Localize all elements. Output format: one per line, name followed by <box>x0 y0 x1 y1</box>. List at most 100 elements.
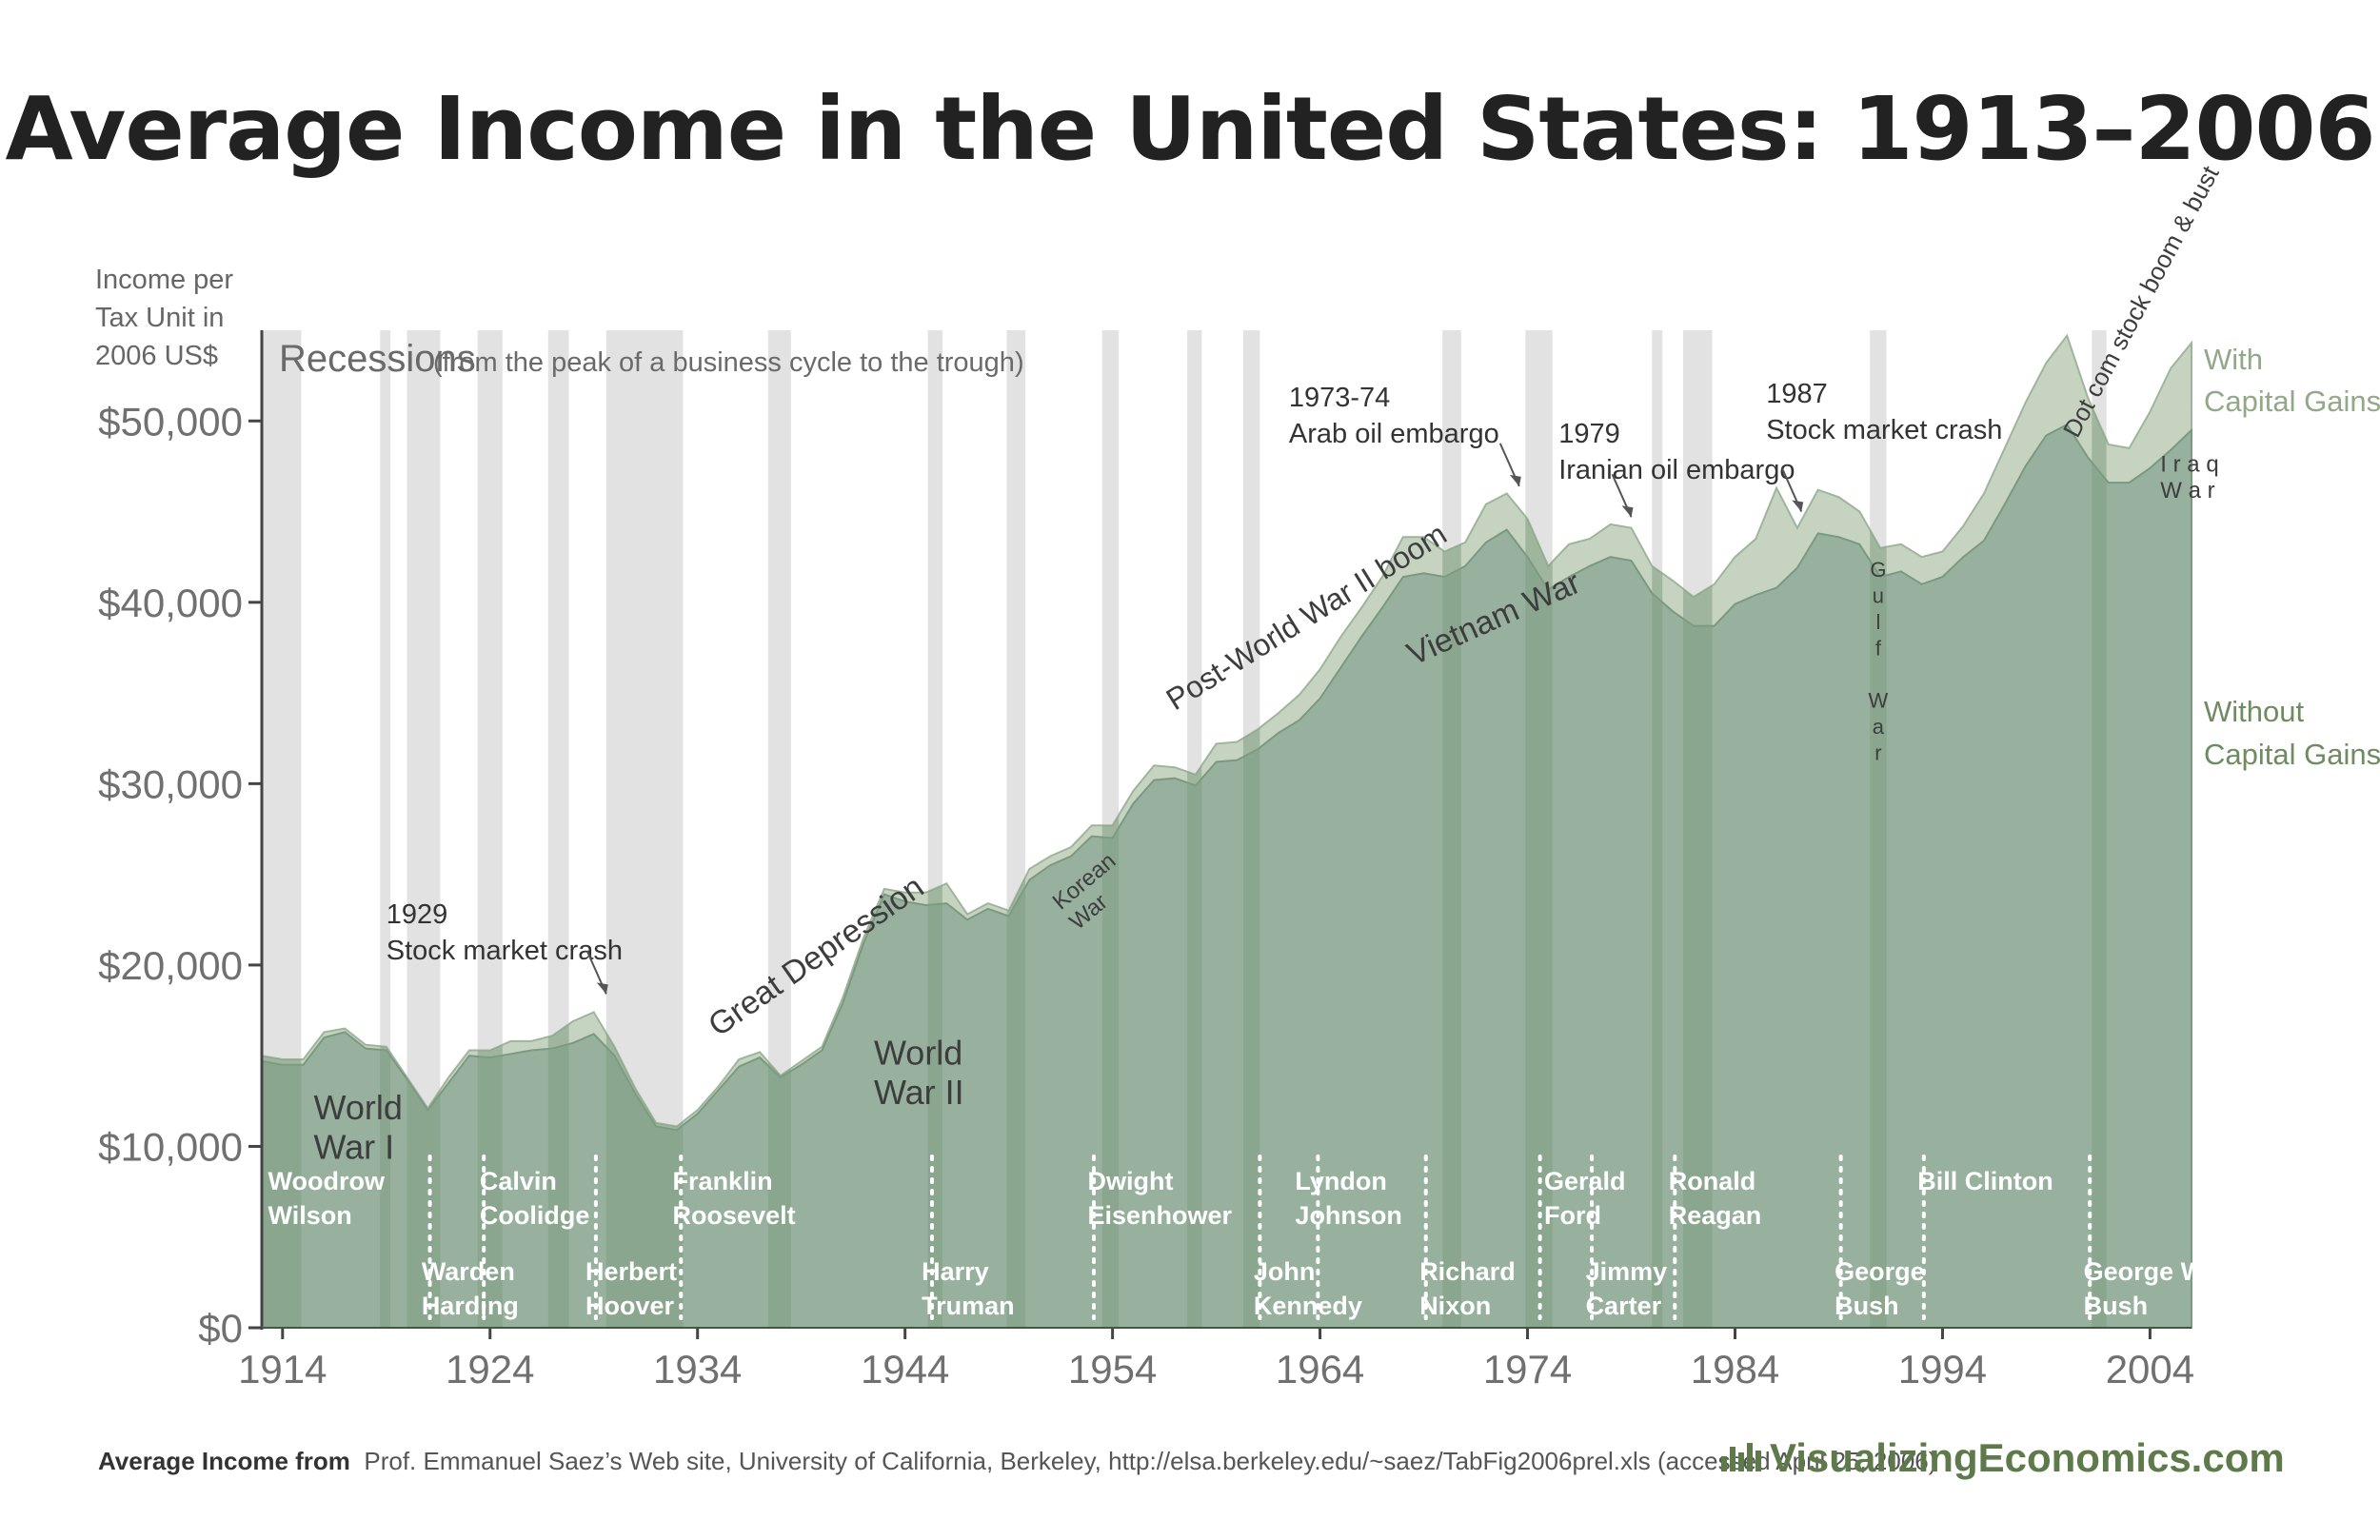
chart-title: Average Income in the United States: 191… <box>5 78 2375 180</box>
president-name: Nixon <box>1419 1292 1491 1320</box>
callout-arrowhead <box>1621 505 1634 518</box>
legend-without-capital-gains: Capital Gains <box>2204 738 2380 771</box>
president-name: Franklin <box>673 1167 773 1195</box>
callout-text: 1987 <box>1766 379 1828 409</box>
callout-arrowhead <box>596 982 608 995</box>
president-name: Gerald <box>1544 1167 1626 1195</box>
callout-text: 1979 <box>1558 419 1620 449</box>
legend-without-capital-gains: Without <box>2204 695 2304 728</box>
president-name: Coolidge <box>480 1201 590 1230</box>
president-name: Ronald <box>1669 1167 1756 1195</box>
event-label-text: G <box>1870 558 1886 582</box>
callout-text: Stock market crash <box>1766 415 2002 445</box>
callout-text: Stock market crash <box>387 936 623 966</box>
president-name: Eisenhower <box>1087 1201 1232 1230</box>
y-tick-label: $30,000 <box>98 761 243 806</box>
event-label-text: l <box>1875 610 1880 634</box>
source-label: Average Income from <box>98 1447 350 1475</box>
event-label-text: u <box>1873 584 1884 608</box>
legend-with-capital-gains: With <box>2204 343 2263 376</box>
president-name: Johnson <box>1295 1201 1402 1230</box>
callout-arrowhead <box>1509 474 1521 486</box>
event-label-text: a <box>1873 715 1885 739</box>
president-name: Ford <box>1544 1201 1601 1230</box>
recession-overlay <box>2092 335 2107 1328</box>
callout-text: Iranian oil embargo <box>1558 455 1795 485</box>
recession-band <box>380 330 391 1328</box>
event-label-text: W <box>1869 689 1889 713</box>
president-name: John <box>1254 1257 1316 1286</box>
event-label-text: f <box>1875 637 1882 661</box>
legend-with-capital-gains: Capital Gains <box>2204 385 2380 418</box>
x-tick-label: 1924 <box>446 1347 534 1392</box>
president-name: Harding <box>422 1292 519 1320</box>
y-tick-label: $0 <box>198 1306 243 1351</box>
president-name: Truman <box>922 1292 1015 1320</box>
y-tick-label: $10,000 <box>98 1124 243 1169</box>
callout-text: 1973-74 <box>1289 383 1390 413</box>
event-label-text: W a r <box>2160 478 2214 503</box>
president-name: Woodrow <box>268 1167 386 1195</box>
president-name: Jimmy <box>1586 1257 1668 1286</box>
president-name: Hoover <box>585 1292 675 1320</box>
y-axis-label: Income per <box>95 265 233 295</box>
y-tick-label: $50,000 <box>98 399 243 444</box>
event-label-text: World <box>874 1034 962 1073</box>
event-label-text: War I <box>313 1127 394 1166</box>
bar-chart-icon <box>1721 1435 1764 1481</box>
callout-text: 1929 <box>387 899 448 930</box>
event-label: I r a qW a r <box>2160 452 2218 504</box>
event-label: Dot com stock boom & bust <box>2057 161 2225 442</box>
recession-overlay <box>1870 335 1887 1328</box>
x-tick-label: 1944 <box>861 1347 949 1392</box>
brand-logo[interactable]: VisualizingEconomics.com <box>1721 1435 2285 1481</box>
president-name: Kennedy <box>1254 1292 1362 1320</box>
y-axis-label: Tax Unit in <box>95 303 224 333</box>
president-name: Roosevelt <box>673 1201 796 1230</box>
president-name: Herbert <box>585 1257 677 1286</box>
president-name: Reagan <box>1669 1201 1762 1230</box>
recession-overlay <box>1442 335 1461 1328</box>
x-tick-label: 2004 <box>2106 1347 2194 1392</box>
recession-overlay <box>1652 335 1663 1328</box>
president-name: Bush <box>1835 1292 1899 1320</box>
x-tick-label: 1984 <box>1691 1347 1779 1392</box>
president-name: Harry <box>922 1257 989 1286</box>
y-tick-label: $40,000 <box>98 581 243 625</box>
president-name: Bush <box>2084 1292 2149 1320</box>
president-name: George <box>1835 1257 1925 1286</box>
source-note: Average Income from Prof. Emmanuel Saez’… <box>98 1447 1936 1476</box>
x-tick-label: 1974 <box>1483 1347 1572 1392</box>
x-tick-label: 1954 <box>1068 1347 1157 1392</box>
recessions-label: Recessions <box>279 338 476 380</box>
x-tick-label: 1914 <box>238 1347 327 1392</box>
event-label-text: Dot com stock boom & bust <box>2057 161 2225 442</box>
president-name: Bill Clinton <box>1917 1167 2053 1195</box>
president-name: Warden <box>422 1257 515 1286</box>
event-label-text: World <box>313 1088 402 1127</box>
y-axis-label: 2006 US$ <box>95 341 218 371</box>
y-tick-label: $20,000 <box>98 943 243 988</box>
president-name: Wilson <box>268 1201 352 1230</box>
callout-arrowhead <box>1792 500 1804 512</box>
event-label-text: War II <box>874 1073 964 1112</box>
recessions-note: (from the peak of a business cycle to th… <box>433 347 1024 378</box>
president-name: Carter <box>1586 1292 1662 1320</box>
president-name: George W. <box>2084 1257 2211 1286</box>
callout-text: Arab oil embargo <box>1289 419 1499 449</box>
x-tick-label: 1934 <box>653 1347 742 1392</box>
x-tick-label: 1964 <box>1276 1347 1364 1392</box>
brand-name: VisualizingEconomics.com <box>1770 1435 2285 1480</box>
event-label-text: I r a q <box>2160 452 2218 478</box>
x-tick-label: 1994 <box>1898 1347 1987 1392</box>
president-name: Calvin <box>480 1167 557 1195</box>
president-name: Dwight <box>1087 1167 1173 1195</box>
president-name: Lyndon <box>1295 1167 1386 1195</box>
president-name: Richard <box>1419 1257 1516 1286</box>
source-text: Prof. Emmanuel Saez’s Web site, Universi… <box>364 1447 1937 1475</box>
event-label-text: r <box>1874 741 1881 765</box>
